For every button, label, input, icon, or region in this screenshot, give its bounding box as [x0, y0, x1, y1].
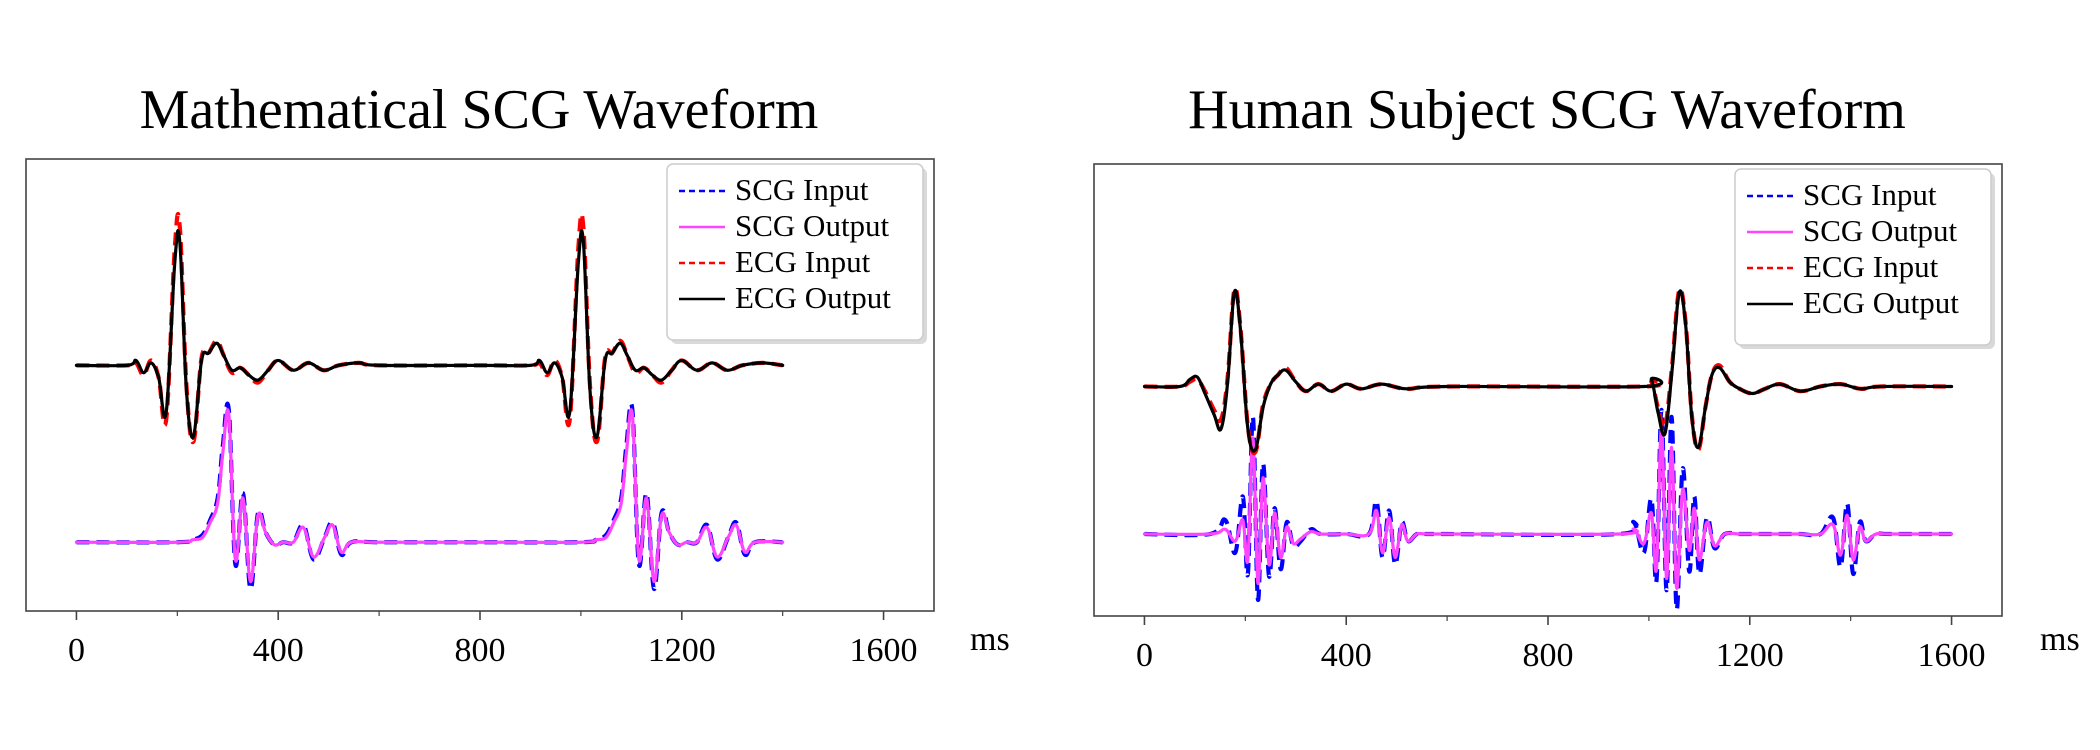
legend-label-scg-input: SCG Input: [1803, 177, 1937, 212]
legend-label-ecg-output: ECG Output: [735, 280, 891, 315]
series-line-scg-output: [1142, 427, 1954, 590]
legend-label-scg-output: SCG Output: [735, 208, 890, 243]
lines-layer-human-subject: [1142, 286, 1954, 612]
legend-label-ecg-input: ECG Input: [1803, 249, 1939, 284]
ticks-layer-human-subject: 0 400 800 1200 1600: [1136, 616, 1986, 674]
x-tick-label: 800: [1523, 637, 1574, 674]
x-tick-label: 0: [68, 632, 85, 669]
chart-title-mathematical: Mathematical SCG Waveform: [140, 79, 819, 141]
x-tick-label: 1200: [1716, 637, 1784, 674]
ticks-layer-mathematical: 0 400 800 1200 1600: [68, 611, 918, 669]
chart-title-human-subject: Human Subject SCG Waveform: [1188, 79, 1906, 141]
panel-mathematical-scg: Mathematical SCG Waveform 0 400 800 1200 160…: [25, 79, 1010, 669]
x-unit-label-mathematical: ms: [970, 621, 1010, 658]
legend-box: [1734, 168, 1992, 346]
legend-label-ecg-output: ECG Output: [1803, 285, 1959, 320]
series-line-ecg-output: [74, 229, 785, 440]
legend-label-ecg-input: ECG Input: [735, 244, 871, 279]
x-tick-label: 1600: [1918, 637, 1986, 674]
panel-human-subject-scg: Human Subject SCG Waveform 0 400 800 1200 16…: [1093, 79, 2080, 674]
legend-label-scg-input: SCG Input: [735, 172, 869, 207]
lines-layer-mathematical: [74, 212, 785, 592]
x-tick-label: 0: [1136, 637, 1153, 674]
x-tick-label: 1600: [850, 632, 918, 669]
legend-label-scg-output: SCG Output: [1803, 213, 1958, 248]
x-tick-label: 1200: [648, 632, 716, 669]
series-line-ecg-output: [1142, 288, 1954, 453]
legend-box: [666, 163, 924, 341]
x-unit-label-human-subject: ms: [2040, 621, 2080, 658]
x-tick-label: 800: [455, 632, 506, 669]
series-line-scg-output: [74, 408, 785, 584]
x-tick-label: 400: [1321, 637, 1372, 674]
x-tick-label: 400: [253, 632, 304, 669]
